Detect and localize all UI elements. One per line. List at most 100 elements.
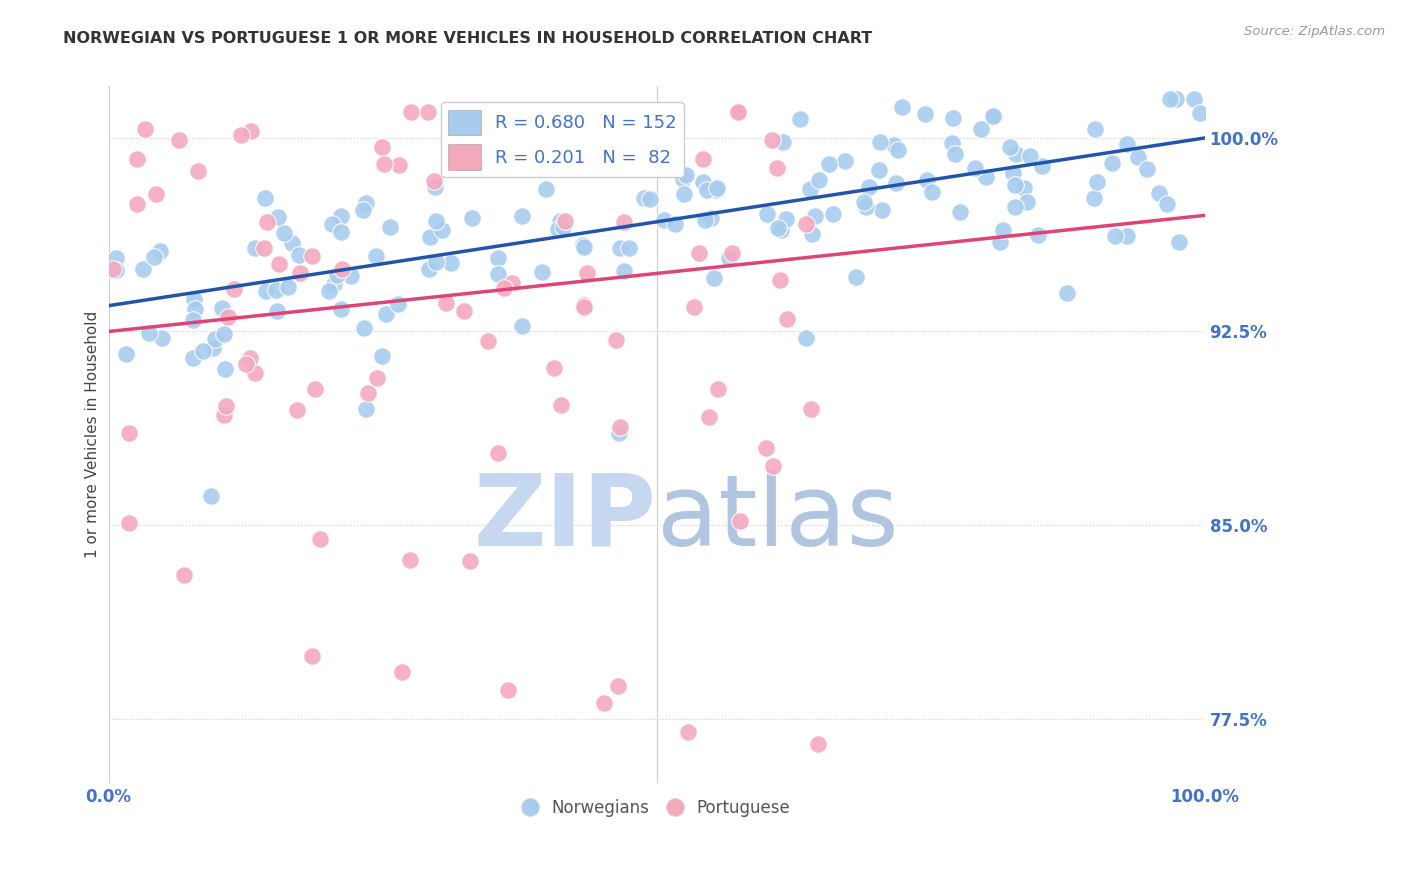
Point — [605, 333, 627, 347]
Text: Source: ZipAtlas.com: Source: ZipAtlas.com — [1244, 25, 1385, 38]
Point — [460, 554, 482, 568]
Point — [796, 331, 818, 345]
Point — [983, 109, 1005, 123]
Point — [799, 181, 821, 195]
Point — [266, 283, 288, 297]
Point — [118, 425, 141, 440]
Point — [769, 273, 792, 287]
Point — [609, 241, 631, 255]
Point — [418, 261, 440, 276]
Point — [416, 105, 439, 120]
Point — [388, 157, 411, 171]
Point — [998, 140, 1021, 154]
Point — [1164, 92, 1187, 106]
Point — [398, 552, 420, 566]
Point — [301, 249, 323, 263]
Point — [672, 171, 695, 186]
Point — [891, 99, 914, 113]
Point — [531, 264, 554, 278]
Point — [330, 209, 353, 223]
Point — [704, 183, 727, 197]
Point — [492, 280, 515, 294]
Point — [276, 280, 298, 294]
Point — [1026, 227, 1049, 242]
Point — [550, 398, 572, 412]
Point — [309, 532, 332, 546]
Point — [818, 156, 841, 170]
Point — [664, 218, 686, 232]
Point — [554, 214, 576, 228]
Point — [572, 238, 595, 252]
Point — [290, 266, 312, 280]
Point — [572, 300, 595, 314]
Point — [103, 261, 125, 276]
Point — [330, 261, 353, 276]
Point — [1004, 200, 1026, 214]
Point — [489, 105, 512, 120]
Point — [727, 105, 749, 120]
Point — [243, 242, 266, 256]
Point — [620, 161, 643, 175]
Point — [486, 252, 509, 266]
Point — [970, 121, 993, 136]
Point — [477, 128, 499, 143]
Point — [728, 514, 751, 528]
Point — [548, 214, 571, 228]
Point — [318, 285, 340, 299]
Point — [1019, 149, 1042, 163]
Point — [1031, 159, 1053, 173]
Point — [1002, 166, 1025, 180]
Point — [183, 292, 205, 306]
Point — [143, 250, 166, 264]
Point — [181, 313, 204, 327]
Text: NORWEGIAN VS PORTUGUESE 1 OR MORE VEHICLES IN HOUSEHOLD CORRELATION CHART: NORWEGIAN VS PORTUGUESE 1 OR MORE VEHICL… — [63, 31, 873, 46]
Point — [201, 341, 224, 355]
Point — [658, 156, 681, 170]
Point — [945, 146, 967, 161]
Point — [229, 128, 252, 143]
Point — [988, 235, 1011, 250]
Point — [235, 357, 257, 371]
Point — [321, 217, 343, 231]
Point — [776, 312, 799, 326]
Point — [1004, 178, 1026, 193]
Point — [991, 223, 1014, 237]
Point — [340, 268, 363, 283]
Point — [145, 186, 167, 201]
Point — [477, 334, 499, 348]
Point — [352, 202, 374, 217]
Point — [676, 725, 699, 739]
Point — [703, 270, 725, 285]
Point — [434, 295, 457, 310]
Point — [942, 111, 965, 125]
Point — [664, 152, 686, 166]
Point — [617, 241, 640, 255]
Point — [770, 222, 793, 236]
Point — [391, 665, 413, 679]
Point — [239, 351, 262, 365]
Point — [353, 320, 375, 334]
Point — [425, 214, 447, 228]
Point — [727, 105, 749, 120]
Point — [356, 195, 378, 210]
Point — [187, 164, 209, 178]
Point — [1159, 92, 1181, 106]
Point — [775, 211, 797, 226]
Point — [915, 173, 938, 187]
Point — [254, 191, 277, 205]
Point — [184, 302, 207, 317]
Point — [695, 213, 717, 227]
Point — [696, 183, 718, 197]
Point — [167, 133, 190, 147]
Point — [1087, 175, 1109, 189]
Point — [105, 251, 128, 265]
Point — [256, 285, 278, 299]
Point — [688, 246, 710, 260]
Point — [501, 277, 523, 291]
Point — [1012, 181, 1035, 195]
Point — [1015, 195, 1038, 210]
Point — [115, 347, 138, 361]
Point — [682, 300, 704, 314]
Point — [325, 268, 347, 282]
Point — [138, 326, 160, 340]
